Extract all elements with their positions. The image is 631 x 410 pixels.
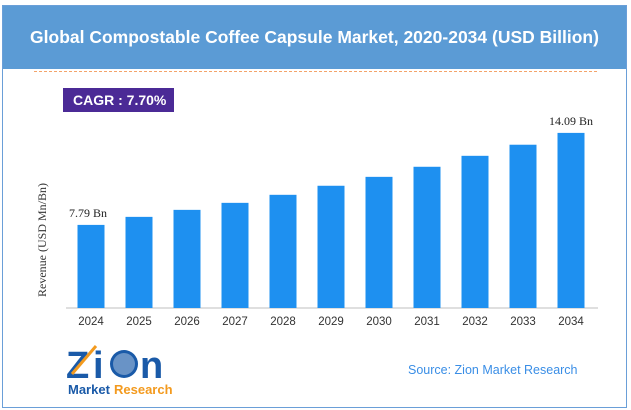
svg-text:n: n: [140, 345, 163, 387]
x-tick-label: 2029: [318, 316, 344, 328]
x-tick-label: 2033: [510, 316, 536, 328]
bar-2029: [317, 185, 345, 308]
x-tick-label: 2031: [414, 316, 440, 328]
x-tick-label: 2026: [174, 316, 200, 328]
data-label: 7.79 Bn: [69, 206, 107, 220]
x-tick-label: 2034: [558, 316, 584, 328]
bar-2033: [509, 144, 537, 308]
bar-2026: [173, 209, 201, 308]
bar-2024: [77, 224, 105, 308]
y-axis-label: Revenue (USD Mn/Bn): [35, 183, 49, 297]
x-tick-label: 2024: [78, 316, 104, 328]
chart-title: Global Compostable Coffee Capsule Market…: [3, 6, 626, 69]
logo-graphic: Z i n Market Research: [66, 345, 173, 397]
zion-logo: Z i n Market Research: [66, 340, 178, 398]
bar-2028: [269, 194, 297, 308]
x-tick-label: 2027: [222, 316, 248, 328]
x-tick-label: 2025: [126, 316, 152, 328]
x-tick-label: 2032: [462, 316, 488, 328]
divider: [34, 71, 597, 72]
x-tick-label: 2028: [270, 316, 296, 328]
bar-2032: [461, 155, 489, 308]
bar-2030: [365, 176, 393, 308]
bar-2027: [221, 202, 249, 308]
x-tick-label: 2030: [366, 316, 392, 328]
bar-2034: [557, 132, 585, 308]
bar-2031: [413, 166, 441, 308]
source-note: Source: Zion Market Research: [408, 363, 578, 377]
svg-text:i: i: [93, 345, 104, 387]
bar-2025: [125, 216, 153, 308]
svg-text:Market: Market: [68, 382, 111, 397]
data-label: 14.09 Bn: [549, 114, 593, 128]
svg-text:Research: Research: [114, 382, 173, 397]
cagr-badge: CAGR : 7.70%: [63, 88, 174, 112]
